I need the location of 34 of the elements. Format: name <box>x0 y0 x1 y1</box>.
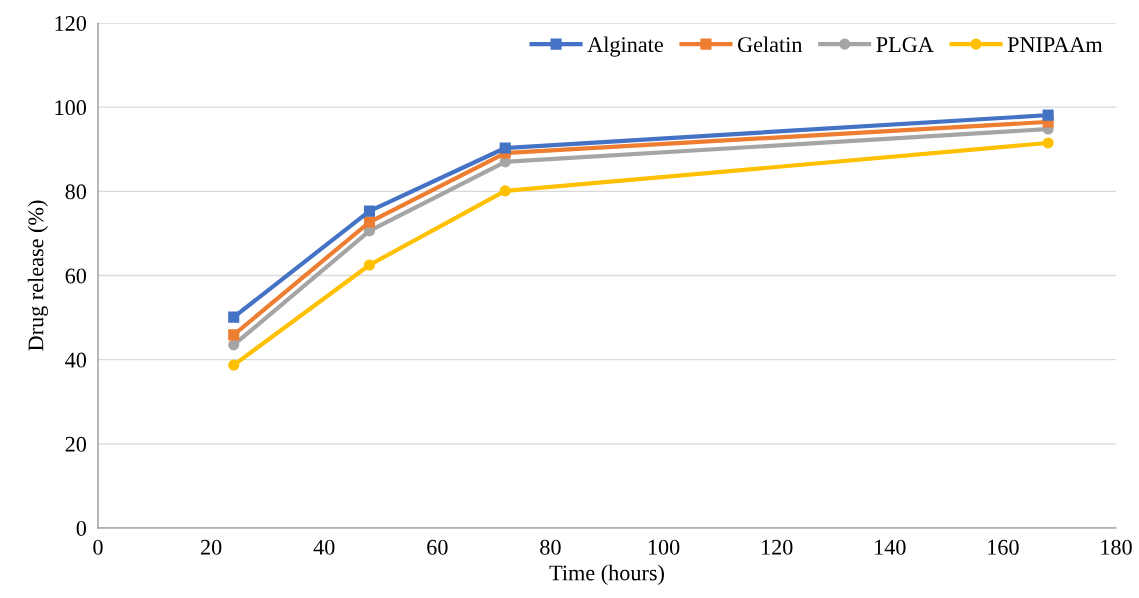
point <box>1042 137 1054 149</box>
y-tick-label: 40 <box>65 352 87 368</box>
point <box>1042 109 1054 121</box>
legend-label: Alginate <box>587 36 663 57</box>
x-tick-label: 20 <box>200 539 222 555</box>
y-tick-label: 20 <box>65 436 87 452</box>
x-axis-title: Time (hours) <box>549 564 664 585</box>
y-tick-label: 60 <box>65 268 87 284</box>
point <box>228 311 240 323</box>
y-tick-label: 120 <box>55 15 87 31</box>
x-tick-label: 100 <box>648 539 680 555</box>
x-tick-label: 40 <box>313 539 335 555</box>
x-tick-label: 180 <box>1101 539 1132 555</box>
legend-label: Gelatin <box>737 36 803 53</box>
point <box>499 185 511 197</box>
point <box>228 329 240 341</box>
y-tick-label: 100 <box>55 100 87 116</box>
point <box>363 259 376 271</box>
y-axis-title: Drug release (%) <box>27 200 48 351</box>
x-tick-label: 60 <box>427 539 448 555</box>
point <box>363 216 376 228</box>
x-tick-label: 160 <box>988 539 1019 555</box>
point <box>228 339 240 351</box>
legend-label: PNIPAAm <box>1007 37 1103 52</box>
y-tick-label: 0 <box>76 520 87 536</box>
point <box>363 205 376 217</box>
point <box>499 142 511 154</box>
legend-label: PLGA <box>876 37 934 53</box>
point <box>228 359 240 371</box>
x-tick-label: 140 <box>875 539 906 555</box>
x-tick-label: 80 <box>540 539 561 555</box>
x-tick-label: 0 <box>93 539 103 555</box>
x-tick-label: 120 <box>761 539 793 555</box>
y-tick-label: 80 <box>65 184 87 200</box>
